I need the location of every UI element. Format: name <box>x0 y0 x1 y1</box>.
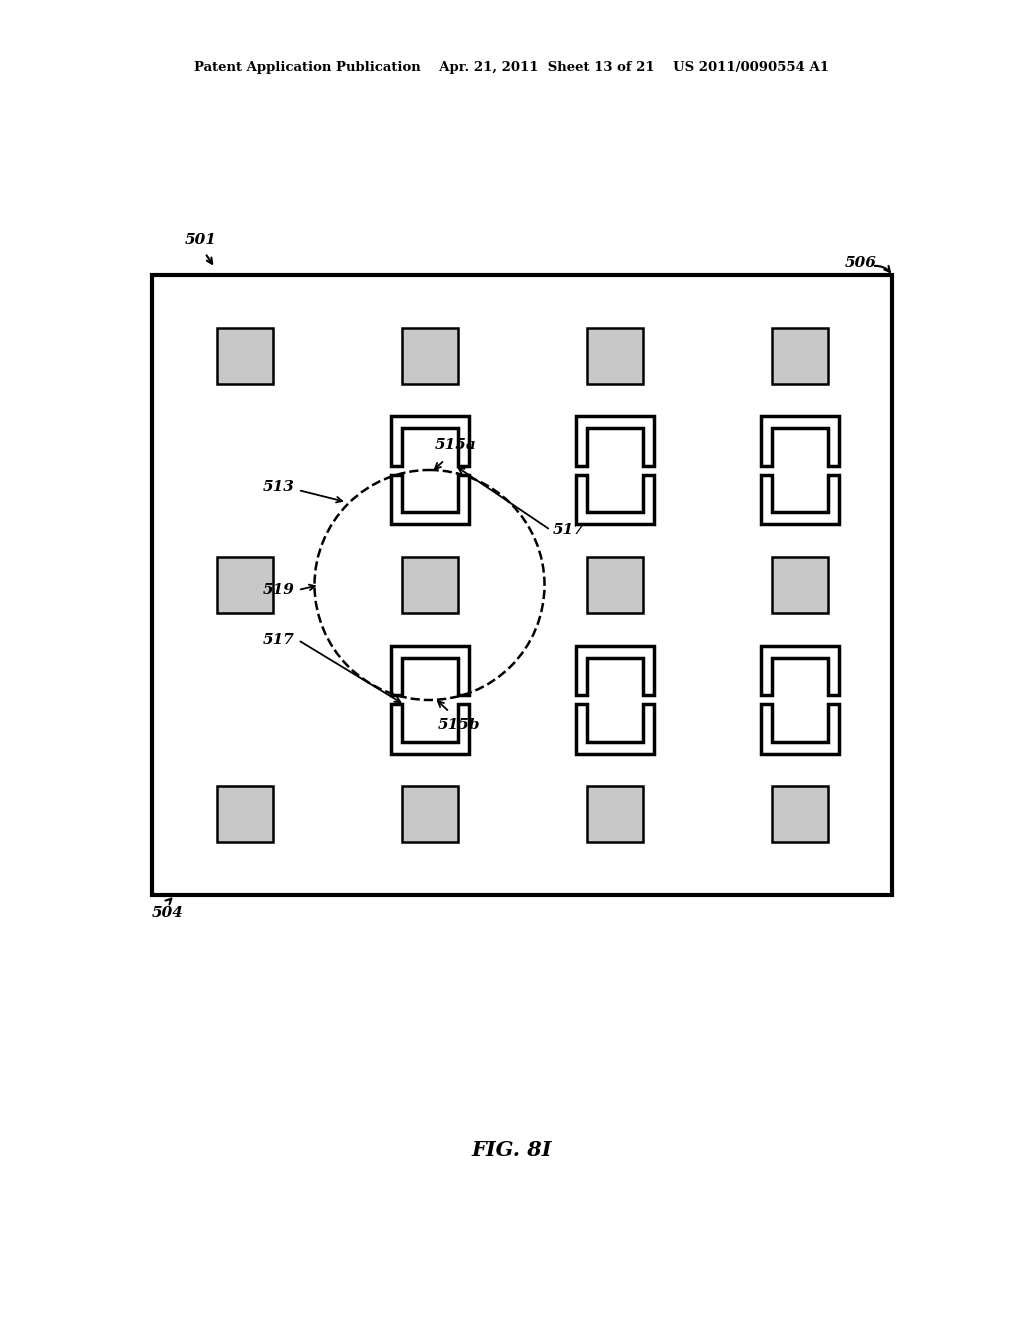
Bar <box>771 557 827 612</box>
Polygon shape <box>575 416 653 466</box>
Bar <box>771 787 827 842</box>
Polygon shape <box>575 475 653 524</box>
Bar <box>771 327 827 384</box>
Bar <box>216 787 272 842</box>
Polygon shape <box>761 416 839 466</box>
Text: 515b: 515b <box>437 718 480 733</box>
Polygon shape <box>575 645 653 696</box>
Polygon shape <box>390 704 469 754</box>
Text: 504: 504 <box>152 906 184 920</box>
Text: 517: 517 <box>553 523 585 537</box>
Polygon shape <box>761 645 839 696</box>
Bar <box>216 557 272 612</box>
Polygon shape <box>575 704 653 754</box>
Text: FIG. 8I: FIG. 8I <box>472 1140 552 1160</box>
Bar <box>152 275 892 895</box>
Text: Patent Application Publication    Apr. 21, 2011  Sheet 13 of 21    US 2011/00905: Patent Application Publication Apr. 21, … <box>195 62 829 74</box>
Polygon shape <box>390 475 469 524</box>
Bar <box>401 787 458 842</box>
Text: 515a: 515a <box>434 438 476 451</box>
Bar <box>401 557 458 612</box>
Polygon shape <box>761 475 839 524</box>
Text: 513: 513 <box>263 480 295 494</box>
Text: 519: 519 <box>263 583 295 597</box>
Bar <box>587 327 642 384</box>
Bar <box>587 557 642 612</box>
Polygon shape <box>761 704 839 754</box>
Bar <box>401 327 458 384</box>
Polygon shape <box>390 645 469 696</box>
Text: 501: 501 <box>185 234 217 247</box>
Text: 506: 506 <box>845 256 877 271</box>
Bar <box>587 787 642 842</box>
Bar <box>216 327 272 384</box>
Polygon shape <box>390 416 469 466</box>
Text: 517: 517 <box>263 634 295 647</box>
